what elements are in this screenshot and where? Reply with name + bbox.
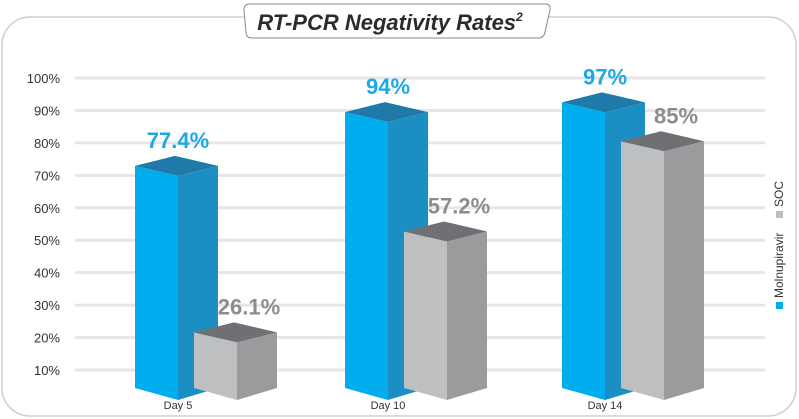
y-tick-label: 40% [34, 266, 60, 281]
legend-swatch-molnupiravir [776, 302, 783, 309]
y-tick-label: 30% [34, 298, 60, 313]
legend-label-molnupiravir: Molnupiravir [772, 233, 786, 298]
bar-side [237, 332, 277, 400]
title-box: RT-PCR Negativity Rates2 [243, 3, 551, 39]
bar-side [664, 141, 704, 400]
y-tick-label: 50% [34, 233, 60, 248]
bar-top [621, 131, 704, 152]
data-label: 85% [654, 103, 698, 128]
bar-front [194, 332, 237, 400]
data-label: 57.2% [428, 193, 490, 218]
bar-front [404, 231, 447, 400]
y-tick-label: 20% [34, 331, 60, 346]
bar-side [447, 231, 487, 400]
y-tick-label: 80% [34, 136, 60, 151]
bar-soc-day-10: 57.2% [404, 193, 490, 400]
y-tick-label: 100% [27, 71, 61, 86]
bar-front [135, 165, 178, 400]
bar-soc-day-5: 26.1% [194, 294, 280, 400]
legend-label-soc: SOC [772, 181, 786, 207]
bar-front [562, 102, 605, 400]
x-tick-label: Day 10 [371, 400, 406, 412]
data-label: 26.1% [218, 294, 280, 319]
y-tick-label: 60% [34, 201, 60, 216]
data-label: 77.4% [147, 128, 209, 153]
data-label: 97% [583, 64, 627, 89]
legend: Molnupiravir SOC [772, 181, 786, 309]
bar-front [345, 112, 388, 401]
chart-title: RT-PCR Negativity Rates2 [257, 10, 523, 35]
data-label: 94% [366, 74, 410, 99]
bar-soc-day-14: 85% [621, 103, 704, 400]
y-tick-label: 70% [34, 168, 60, 183]
bar-top [404, 221, 487, 242]
x-tick-label: Day 14 [588, 400, 623, 412]
bar-top [135, 155, 218, 176]
bar-top [194, 322, 277, 343]
y-tick-label: 10% [34, 363, 60, 378]
bar-top [345, 102, 428, 123]
legend-swatch-soc [776, 211, 783, 218]
bar-front [621, 141, 664, 400]
y-tick-label: 90% [34, 103, 60, 118]
bar-top [562, 92, 645, 113]
x-tick-label: Day 5 [164, 400, 193, 412]
